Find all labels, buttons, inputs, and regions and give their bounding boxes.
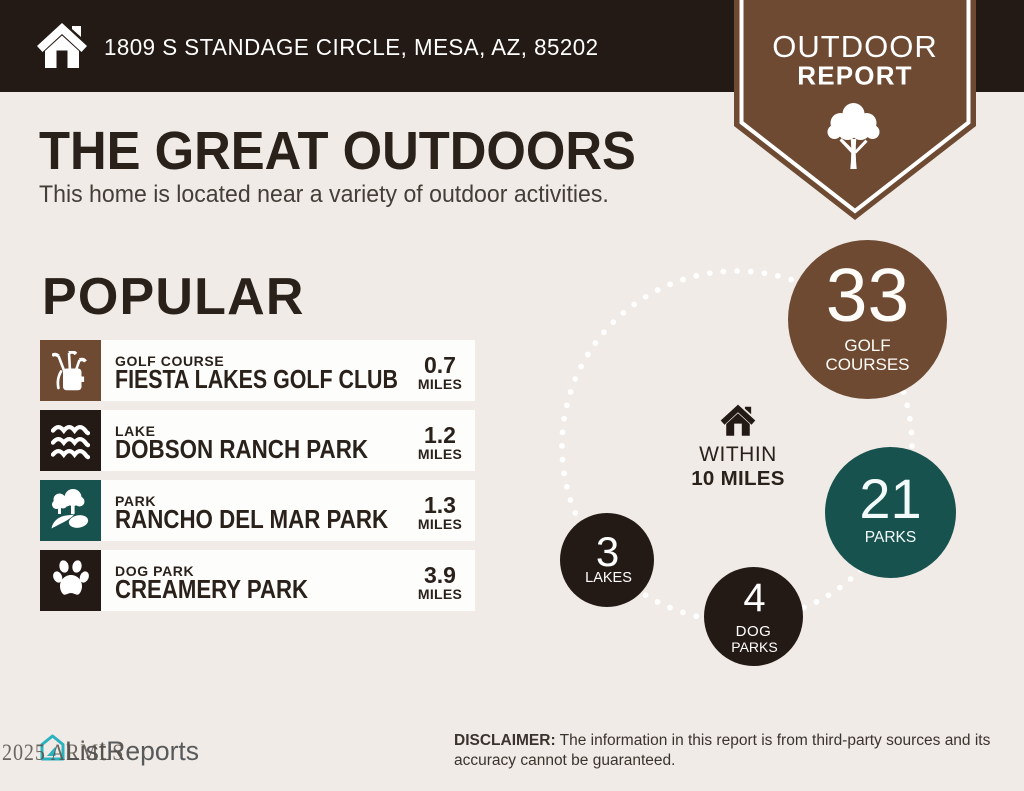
svg-text:REPORT: REPORT xyxy=(797,61,913,91)
svg-text:OUTDOOR: OUTDOOR xyxy=(772,29,937,64)
